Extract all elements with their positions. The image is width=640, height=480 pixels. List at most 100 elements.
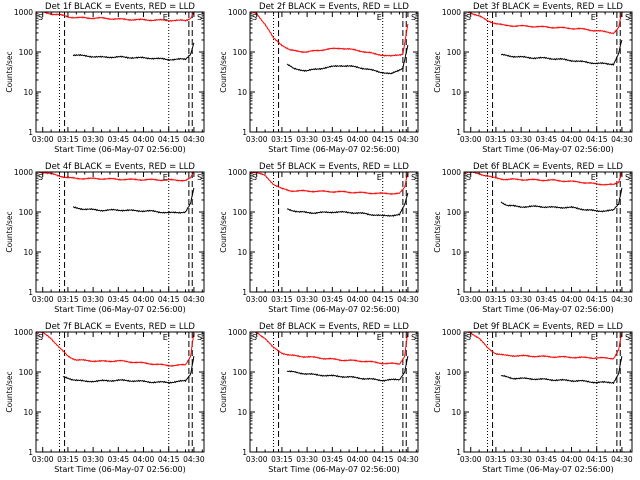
x-tick-label: 04:30 [183, 455, 205, 464]
end-marker: E [163, 173, 168, 182]
x-tick-label: 04:30 [611, 455, 633, 464]
y-tick-label: 1000 [442, 328, 461, 337]
x-tick-label: 03:15 [57, 455, 79, 464]
x-tick-label: 04:30 [183, 295, 205, 304]
y-tick-label: 100 [233, 368, 248, 377]
x-tick-label: 03:15 [271, 295, 293, 304]
start-marker-right: S [197, 13, 202, 22]
start-marker-left: S [466, 173, 471, 182]
y-tick-label: 1000 [14, 168, 33, 177]
series-line-lld [464, 331, 623, 360]
y-tick-label: 10 [23, 248, 33, 257]
series-line-events [286, 44, 409, 75]
y-tick-label: 1000 [228, 328, 247, 337]
plot-frame [35, 331, 205, 453]
x-tick-label: 03:30 [296, 135, 318, 144]
x-tick-label: 04:00 [347, 455, 369, 464]
start-marker-left: S [38, 13, 43, 22]
series-line-events [72, 187, 195, 214]
x-tick-label: 04:15 [158, 135, 180, 144]
x-tick-label: 04:15 [158, 455, 180, 464]
start-marker-left: S [38, 333, 43, 342]
chart-title: Det 5f BLACK = Events, RED = LLD [259, 162, 409, 172]
y-tick-label: 1 [456, 128, 461, 137]
y-tick-label: 1000 [442, 8, 461, 17]
series-line-lld [249, 11, 409, 57]
x-tick-label: 04:15 [372, 455, 394, 464]
end-marker: E [377, 173, 382, 182]
x-tick-label: 04:30 [397, 295, 419, 304]
y-axis-label: Counts/sec [433, 211, 442, 252]
x-tick-label: 03:30 [82, 135, 104, 144]
x-tick-label: 03:30 [510, 295, 532, 304]
series-line-events [500, 39, 623, 66]
start-marker-left: S [252, 173, 257, 182]
x-tick-label: 04:00 [347, 135, 369, 144]
x-tick-label: 03:15 [485, 135, 507, 144]
start-marker-right: S [197, 173, 202, 182]
x-tick-label: 04:15 [586, 455, 608, 464]
end-marker: E [377, 333, 382, 342]
series-line-events [500, 356, 623, 385]
end-marker: E [591, 333, 596, 342]
chart-title: Det 3f BLACK = Events, RED = LLD [473, 2, 623, 12]
x-tick-label: 03:45 [536, 135, 558, 144]
y-tick-label: 10 [451, 248, 461, 257]
x-axis-label: Start Time (06-May-07 02:56:00) [54, 145, 185, 154]
chart-title: Det 1f BLACK = Events, RED = LLD [45, 2, 195, 12]
x-tick-label: 04:00 [133, 135, 155, 144]
y-tick-label: 100 [447, 368, 462, 377]
chart-title: Det 4f BLACK = Events, RED = LLD [45, 162, 195, 172]
x-tick-label: 04:15 [158, 295, 180, 304]
y-tick-label: 10 [237, 408, 247, 417]
plot-frame [463, 11, 633, 133]
y-axis-label: Counts/sec [219, 51, 228, 92]
x-tick-label: 04:00 [561, 295, 583, 304]
x-tick-label: 03:45 [322, 135, 344, 144]
series-line-events [62, 356, 195, 384]
y-tick-label: 1 [28, 448, 33, 457]
x-tick-label: 04:15 [586, 135, 608, 144]
x-tick-label: 03:30 [510, 455, 532, 464]
series-line-lld [249, 171, 409, 196]
x-tick-label: 04:00 [347, 295, 369, 304]
x-tick-label: 03:00 [460, 135, 482, 144]
start-marker-left: S [252, 333, 257, 342]
x-tick-label: 03:00 [32, 295, 54, 304]
y-tick-label: 10 [237, 248, 247, 257]
x-tick-label: 03:45 [322, 455, 344, 464]
y-axis-label: Counts/sec [219, 371, 228, 412]
y-tick-label: 100 [233, 48, 248, 57]
x-axis-label: Start Time (06-May-07 02:56:00) [54, 305, 185, 314]
y-tick-label: 10 [237, 88, 247, 97]
x-tick-label: 03:45 [536, 455, 558, 464]
y-tick-label: 10 [451, 408, 461, 417]
y-tick-label: 1 [242, 128, 247, 137]
x-tick-label: 03:15 [57, 135, 79, 144]
chart-title: Det 8f BLACK = Events, RED = LLD [259, 322, 409, 332]
x-axis-label: Start Time (06-May-07 02:56:00) [482, 465, 613, 474]
x-axis-label: Start Time (06-May-07 02:56:00) [268, 305, 399, 314]
x-tick-label: 04:30 [611, 135, 633, 144]
y-tick-label: 1 [28, 128, 33, 137]
y-axis-label: Counts/sec [5, 371, 14, 412]
x-tick-label: 03:45 [108, 455, 130, 464]
y-tick-label: 1000 [14, 328, 33, 337]
y-tick-label: 100 [447, 48, 462, 57]
y-axis-label: Counts/sec [5, 51, 14, 92]
y-tick-label: 100 [19, 48, 34, 57]
end-marker: E [163, 13, 168, 22]
y-tick-label: 10 [23, 408, 33, 417]
series-line-events [286, 355, 409, 382]
end-marker: E [591, 173, 596, 182]
end-marker: E [377, 13, 382, 22]
start-marker-right: S [197, 333, 202, 342]
x-axis-label: Start Time (06-May-07 02:56:00) [482, 305, 613, 314]
y-axis-label: Counts/sec [219, 211, 228, 252]
x-tick-label: 03:30 [296, 455, 318, 464]
